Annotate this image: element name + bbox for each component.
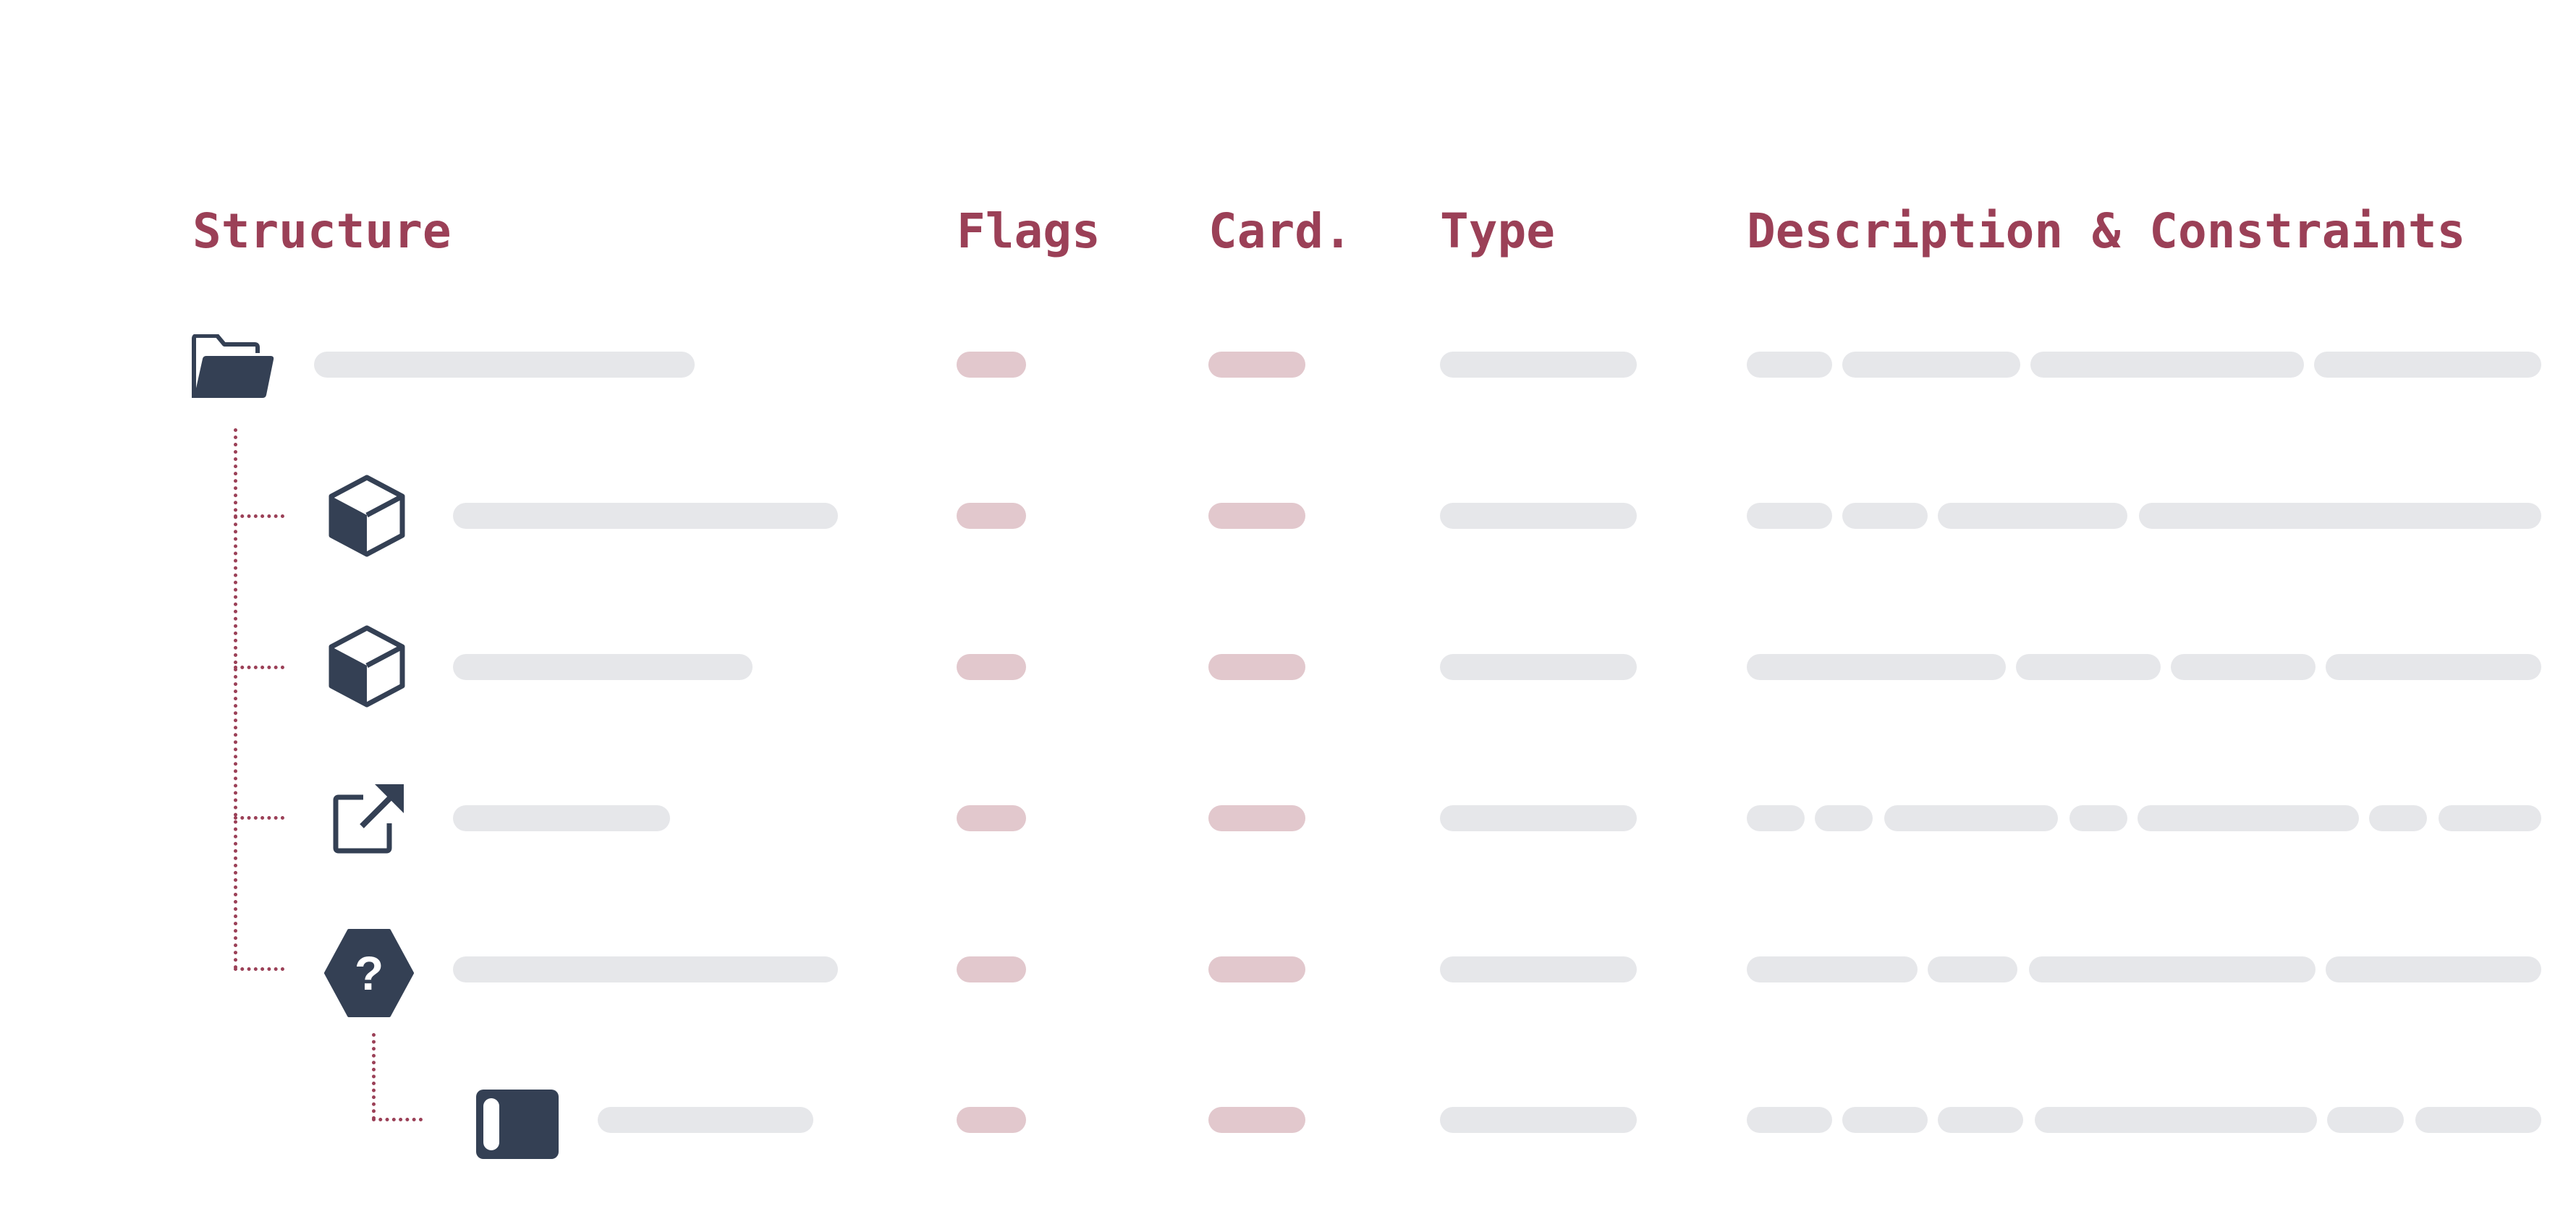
description-placeholder — [2171, 654, 2316, 680]
flags-placeholder — [957, 805, 1026, 831]
description-placeholder — [1747, 1107, 1832, 1133]
tree-connector-vertical — [372, 1033, 376, 1120]
name-placeholder — [453, 956, 838, 982]
description-placeholder — [2314, 352, 2541, 378]
header-type: Type — [1440, 203, 1555, 259]
cardinality-placeholder — [1208, 503, 1305, 529]
description-placeholder — [1884, 805, 2058, 831]
description-placeholder — [1747, 654, 2006, 680]
type-placeholder — [1440, 1107, 1637, 1133]
cardinality-placeholder — [1208, 352, 1305, 378]
description-placeholder — [2069, 805, 2127, 831]
description-placeholder — [1928, 956, 2017, 982]
external-reference-icon[interactable] — [331, 781, 407, 854]
description-placeholder — [1842, 352, 2020, 378]
cube-icon[interactable] — [327, 475, 407, 557]
description-placeholder — [2138, 805, 2359, 831]
description-placeholder — [1938, 1107, 2023, 1133]
tree-connector-branch — [234, 967, 284, 971]
header-flags: Flags — [957, 203, 1101, 259]
tree-connector-branch — [372, 1118, 423, 1121]
cardinality-placeholder — [1208, 956, 1305, 982]
description-placeholder — [1938, 503, 2127, 529]
description-placeholder — [2439, 805, 2541, 831]
flags-placeholder — [957, 654, 1026, 680]
description-placeholder — [2326, 956, 2541, 982]
header-structure: Structure — [192, 203, 452, 259]
description-placeholder — [2327, 1107, 2404, 1133]
description-placeholder — [1815, 805, 1873, 831]
flags-placeholder — [957, 956, 1026, 982]
description-placeholder — [1747, 503, 1832, 529]
description-placeholder — [1747, 805, 1805, 831]
description-placeholder — [1842, 1107, 1928, 1133]
type-placeholder — [1440, 352, 1637, 378]
description-placeholder — [2139, 503, 2541, 529]
type-placeholder — [1440, 654, 1637, 680]
flags-placeholder — [957, 352, 1026, 378]
flags-placeholder — [957, 503, 1026, 529]
svg-text:?: ? — [355, 946, 384, 1000]
description-placeholder — [2415, 1107, 2541, 1133]
tree-connector-branch — [234, 816, 284, 820]
folder-open-icon[interactable] — [191, 334, 275, 399]
name-placeholder — [598, 1107, 813, 1133]
description-placeholder — [2369, 805, 2427, 831]
cardinality-placeholder — [1208, 805, 1305, 831]
description-placeholder — [1842, 503, 1928, 529]
description-placeholder — [2035, 1107, 2317, 1133]
type-placeholder — [1440, 805, 1637, 831]
cardinality-placeholder — [1208, 654, 1305, 680]
description-placeholder — [1747, 352, 1832, 378]
name-placeholder — [453, 503, 838, 529]
primitive-element-icon[interactable] — [475, 1088, 560, 1160]
question-hexagon-icon[interactable]: ? — [324, 929, 414, 1017]
description-placeholder — [2029, 956, 2316, 982]
header-cardinality: Card. — [1208, 203, 1352, 259]
tree-connector-branch — [234, 666, 284, 669]
cardinality-placeholder — [1208, 1107, 1305, 1133]
type-placeholder — [1440, 503, 1637, 529]
cube-icon[interactable] — [327, 625, 407, 708]
type-placeholder — [1440, 956, 1637, 982]
name-placeholder — [314, 352, 695, 378]
name-placeholder — [453, 805, 670, 831]
header-description: Description & Constraints — [1747, 203, 2466, 259]
tree-connector-vertical — [234, 428, 237, 969]
flags-placeholder — [957, 1107, 1026, 1133]
description-placeholder — [2030, 352, 2304, 378]
description-placeholder — [2326, 654, 2541, 680]
tree-connector-branch — [234, 514, 284, 518]
description-placeholder — [1747, 956, 1918, 982]
description-placeholder — [2016, 654, 2161, 680]
name-placeholder — [453, 654, 753, 680]
